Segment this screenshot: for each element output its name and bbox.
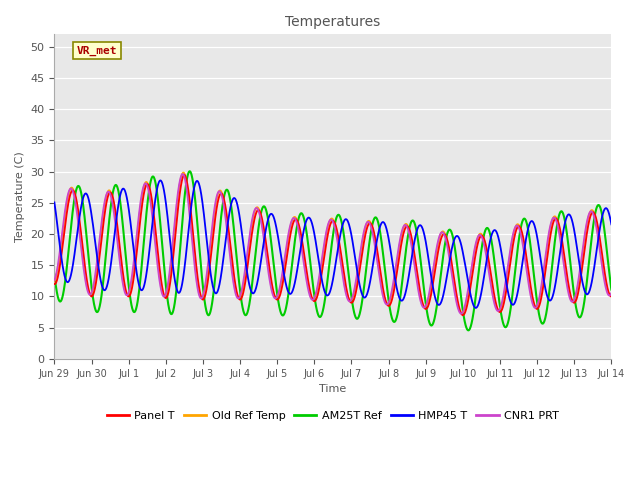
HMP45 T bbox=[537, 258, 545, 264]
HMP45 T bbox=[114, 205, 122, 211]
HMP45 T bbox=[147, 233, 155, 239]
Old Ref Temp bbox=[114, 235, 122, 241]
Old Ref Temp bbox=[147, 196, 155, 202]
AM25T Ref bbox=[186, 168, 193, 174]
AM25T Ref bbox=[264, 217, 272, 223]
HMP45 T bbox=[264, 216, 272, 222]
X-axis label: Time: Time bbox=[319, 384, 346, 394]
Panel T bbox=[264, 256, 272, 262]
Title: Temperatures: Temperatures bbox=[285, 15, 381, 29]
Panel T bbox=[289, 223, 296, 228]
Line: Panel T: Panel T bbox=[54, 175, 611, 315]
Panel T bbox=[607, 294, 615, 300]
Panel T bbox=[597, 242, 605, 248]
CNR1 PRT bbox=[179, 171, 187, 177]
CNR1 PRT bbox=[607, 290, 615, 296]
AM25T Ref bbox=[114, 186, 122, 192]
Panel T bbox=[180, 172, 188, 178]
CNR1 PRT bbox=[597, 254, 605, 260]
CNR1 PRT bbox=[537, 287, 545, 292]
AM25T Ref bbox=[147, 177, 155, 183]
HMP45 T bbox=[51, 200, 58, 205]
HMP45 T bbox=[607, 221, 615, 227]
CNR1 PRT bbox=[147, 203, 155, 208]
CNR1 PRT bbox=[458, 311, 465, 316]
Text: VR_met: VR_met bbox=[77, 46, 117, 56]
CNR1 PRT bbox=[289, 216, 296, 222]
Line: AM25T Ref: AM25T Ref bbox=[54, 171, 611, 330]
Panel T bbox=[51, 281, 58, 287]
HMP45 T bbox=[289, 288, 296, 294]
Old Ref Temp bbox=[180, 169, 188, 175]
Y-axis label: Temperature (C): Temperature (C) bbox=[15, 151, 25, 242]
Old Ref Temp bbox=[289, 217, 296, 223]
AM25T Ref bbox=[537, 318, 545, 324]
HMP45 T bbox=[472, 305, 479, 311]
Old Ref Temp bbox=[607, 291, 615, 297]
Legend: Panel T, Old Ref Temp, AM25T Ref, HMP45 T, CNR1 PRT: Panel T, Old Ref Temp, AM25T Ref, HMP45 … bbox=[102, 407, 564, 426]
Old Ref Temp bbox=[597, 248, 605, 254]
Panel T bbox=[147, 192, 155, 197]
AM25T Ref bbox=[289, 259, 296, 265]
AM25T Ref bbox=[465, 327, 472, 333]
HMP45 T bbox=[597, 220, 605, 226]
Old Ref Temp bbox=[458, 310, 466, 316]
Line: HMP45 T: HMP45 T bbox=[54, 180, 611, 308]
Line: Old Ref Temp: Old Ref Temp bbox=[54, 172, 611, 313]
HMP45 T bbox=[157, 178, 164, 183]
AM25T Ref bbox=[607, 287, 615, 292]
CNR1 PRT bbox=[114, 243, 122, 249]
Line: CNR1 PRT: CNR1 PRT bbox=[54, 174, 611, 313]
AM25T Ref bbox=[51, 272, 58, 277]
Panel T bbox=[537, 297, 545, 303]
CNR1 PRT bbox=[264, 268, 272, 274]
Panel T bbox=[459, 312, 467, 318]
Panel T bbox=[114, 228, 122, 233]
Old Ref Temp bbox=[51, 278, 58, 284]
AM25T Ref bbox=[597, 206, 605, 212]
Old Ref Temp bbox=[537, 290, 545, 296]
CNR1 PRT bbox=[51, 277, 58, 283]
Old Ref Temp bbox=[264, 262, 272, 268]
